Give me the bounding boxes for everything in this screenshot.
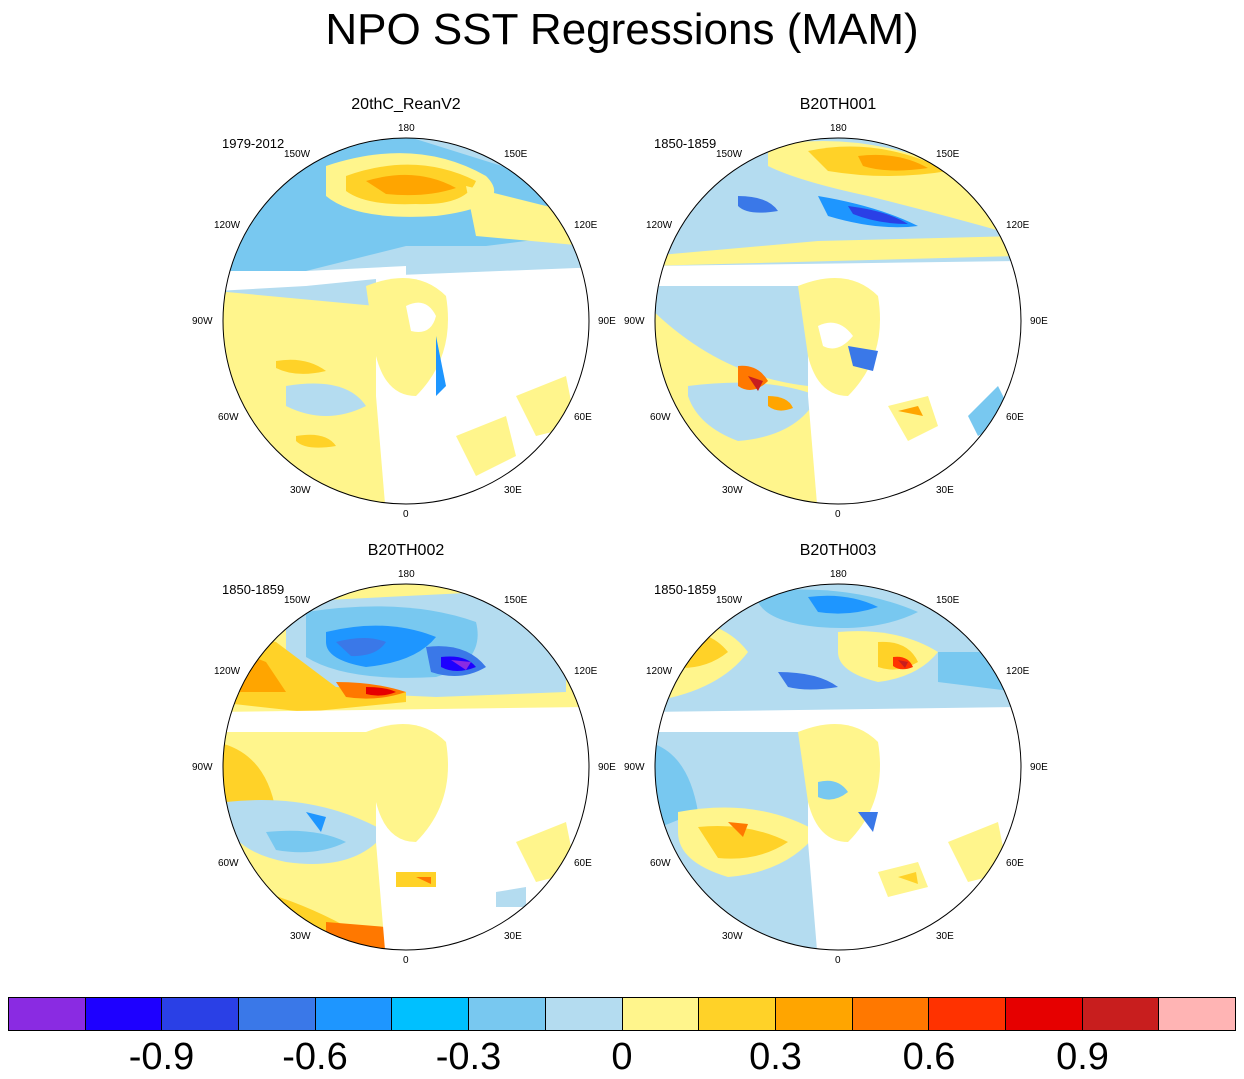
period-label: 1850-1859 bbox=[654, 136, 717, 151]
colorbar-swatch bbox=[85, 998, 163, 1030]
colorbar-swatch bbox=[469, 998, 546, 1030]
lon-label-90e: 90E bbox=[598, 316, 616, 327]
colorbar-swatch bbox=[1159, 998, 1235, 1030]
lon-label-60e: 60E bbox=[574, 858, 592, 869]
colorbar-tick-label: 0.6 bbox=[902, 1036, 956, 1078]
lon-label-60w: 60W bbox=[650, 412, 671, 423]
colorbar-swatch bbox=[1082, 998, 1160, 1030]
lon-label-150e: 150E bbox=[936, 595, 960, 606]
lon-label-150w: 150W bbox=[284, 595, 311, 606]
polar-map bbox=[222, 137, 590, 505]
main-title: NPO SST Regressions (MAM) bbox=[325, 5, 919, 54]
colorbar-tick-label: -0.9 bbox=[128, 1036, 195, 1078]
lon-label-30w: 30W bbox=[290, 485, 311, 496]
lon-label-90e: 90E bbox=[1030, 762, 1048, 773]
colorbar-swatch bbox=[239, 998, 316, 1030]
lon-label-180: 180 bbox=[830, 569, 847, 580]
colorbar-tick-label: -0.3 bbox=[435, 1036, 502, 1078]
colorbar-swatch bbox=[1005, 998, 1083, 1030]
polar-map bbox=[654, 137, 1022, 505]
panel-title: B20TH001 bbox=[799, 96, 877, 113]
map-panel-3: B20TH002 1850-1859 bbox=[186, 542, 626, 966]
colorbar-swatch bbox=[852, 998, 930, 1030]
lon-label-180: 180 bbox=[398, 123, 415, 134]
lon-label-30e: 30E bbox=[504, 485, 522, 496]
lon-label-0: 0 bbox=[403, 955, 409, 966]
lon-label-150e: 150E bbox=[504, 595, 528, 606]
lon-label-120e: 120E bbox=[574, 666, 598, 677]
lon-label-30w: 30W bbox=[290, 931, 311, 942]
period-label: 1850-1859 bbox=[222, 582, 285, 597]
period-label: 1979-2012 bbox=[222, 136, 285, 151]
lon-label-60w: 60W bbox=[218, 858, 239, 869]
lon-label-120w: 120W bbox=[214, 666, 241, 677]
colorbar-swatch bbox=[699, 998, 776, 1030]
colorbar-tick-label: -0.6 bbox=[282, 1036, 348, 1078]
lon-label-120w: 120W bbox=[646, 666, 673, 677]
lon-label-150w: 150W bbox=[716, 149, 743, 160]
polar-map bbox=[654, 583, 1022, 951]
period-label: 1850-1859 bbox=[654, 582, 717, 597]
panel-title: B20TH003 bbox=[799, 542, 877, 559]
colorbar-swatch bbox=[622, 998, 700, 1030]
lon-label-180: 180 bbox=[398, 569, 415, 580]
lon-label-150w: 150W bbox=[716, 595, 743, 606]
colorbar-swatch bbox=[9, 998, 86, 1030]
lon-label-30w: 30W bbox=[722, 931, 743, 942]
lon-label-60e: 60E bbox=[1006, 858, 1024, 869]
lon-label-60e: 60E bbox=[1006, 412, 1024, 423]
colorbar-tick-label: 0.9 bbox=[1056, 1036, 1109, 1078]
panel-title: B20TH002 bbox=[367, 542, 445, 559]
polar-map bbox=[222, 583, 590, 951]
lon-label-150w: 150W bbox=[284, 149, 311, 160]
lon-label-90w: 90W bbox=[192, 762, 213, 773]
lon-label-60w: 60W bbox=[218, 412, 239, 423]
lon-label-90w: 90W bbox=[624, 316, 645, 327]
colorbar-tick-label: 0 bbox=[611, 1036, 633, 1078]
lon-label-120e: 120E bbox=[1006, 220, 1030, 231]
lon-label-150e: 150E bbox=[936, 149, 960, 160]
colorbar-tick-label: 0.3 bbox=[749, 1036, 802, 1078]
lon-label-30w: 30W bbox=[722, 485, 743, 496]
colorbar-swatch bbox=[545, 998, 623, 1030]
colorbar-swatch bbox=[775, 998, 853, 1030]
colorbar-swatch bbox=[162, 998, 240, 1030]
colorbar-swatch bbox=[929, 998, 1006, 1030]
lon-label-90w: 90W bbox=[192, 316, 213, 327]
lon-label-150e: 150E bbox=[504, 149, 528, 160]
panel-title: 20thC_ReanV2 bbox=[351, 96, 461, 113]
lon-label-60e: 60E bbox=[574, 412, 592, 423]
colorbar-swatch bbox=[315, 998, 393, 1030]
lon-label-90w: 90W bbox=[624, 762, 645, 773]
lon-label-90e: 90E bbox=[598, 762, 616, 773]
lon-label-0: 0 bbox=[403, 509, 409, 520]
lon-label-120w: 120W bbox=[214, 220, 241, 231]
map-panel-1: 20thC_ReanV2 1979-2012 180 150W 150E 120… bbox=[186, 96, 626, 520]
lon-label-120w: 120W bbox=[646, 220, 673, 231]
lon-label-30e: 30E bbox=[936, 485, 954, 496]
lon-label-30e: 30E bbox=[936, 931, 954, 942]
colorbar bbox=[8, 997, 1236, 1031]
map-panel-2: B20TH001 1850-1859 180 bbox=[618, 96, 1058, 520]
lon-label-60w: 60W bbox=[650, 858, 671, 869]
lon-label-0: 0 bbox=[835, 955, 841, 966]
lon-label-30e: 30E bbox=[504, 931, 522, 942]
lon-label-180: 180 bbox=[830, 123, 847, 134]
map-panel-4: B20TH003 1850-1859 bbox=[618, 542, 1058, 966]
colorbar-swatch bbox=[392, 998, 470, 1030]
lon-label-90e: 90E bbox=[1030, 316, 1048, 327]
lon-label-0: 0 bbox=[835, 509, 841, 520]
lon-label-120e: 120E bbox=[1006, 666, 1030, 677]
lon-label-120e: 120E bbox=[574, 220, 598, 231]
